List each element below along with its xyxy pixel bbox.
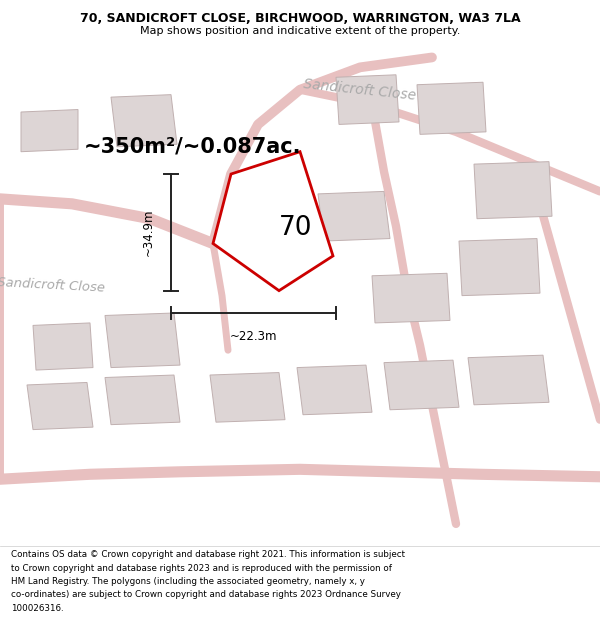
Polygon shape (474, 162, 552, 219)
Polygon shape (417, 82, 486, 134)
Polygon shape (111, 94, 177, 147)
Polygon shape (297, 365, 372, 415)
Polygon shape (459, 239, 540, 296)
Text: co-ordinates) are subject to Crown copyright and database rights 2023 Ordnance S: co-ordinates) are subject to Crown copyr… (11, 591, 401, 599)
Polygon shape (21, 109, 78, 152)
Polygon shape (27, 382, 93, 429)
Polygon shape (33, 323, 93, 370)
Polygon shape (318, 191, 390, 241)
Text: 70, SANDICROFT CLOSE, BIRCHWOOD, WARRINGTON, WA3 7LA: 70, SANDICROFT CLOSE, BIRCHWOOD, WARRING… (80, 12, 520, 25)
Text: ~22.3m: ~22.3m (230, 331, 277, 343)
Polygon shape (372, 273, 450, 323)
Text: ~34.9m: ~34.9m (142, 209, 155, 256)
Polygon shape (336, 75, 399, 124)
Polygon shape (384, 360, 459, 410)
Polygon shape (210, 372, 285, 422)
Text: Map shows position and indicative extent of the property.: Map shows position and indicative extent… (140, 26, 460, 36)
Text: Sandicroft Close: Sandicroft Close (0, 276, 105, 295)
Polygon shape (105, 313, 180, 368)
Text: 70: 70 (278, 215, 312, 241)
Text: ~350m²/~0.087ac.: ~350m²/~0.087ac. (84, 137, 302, 157)
Polygon shape (468, 355, 549, 405)
Polygon shape (213, 152, 333, 291)
Text: HM Land Registry. The polygons (including the associated geometry, namely x, y: HM Land Registry. The polygons (includin… (11, 577, 365, 586)
Text: Contains OS data © Crown copyright and database right 2021. This information is : Contains OS data © Crown copyright and d… (11, 550, 405, 559)
Text: to Crown copyright and database rights 2023 and is reproduced with the permissio: to Crown copyright and database rights 2… (11, 564, 392, 572)
Text: Sandicroft Close: Sandicroft Close (303, 77, 417, 102)
Polygon shape (105, 375, 180, 424)
Text: 100026316.: 100026316. (11, 604, 64, 613)
